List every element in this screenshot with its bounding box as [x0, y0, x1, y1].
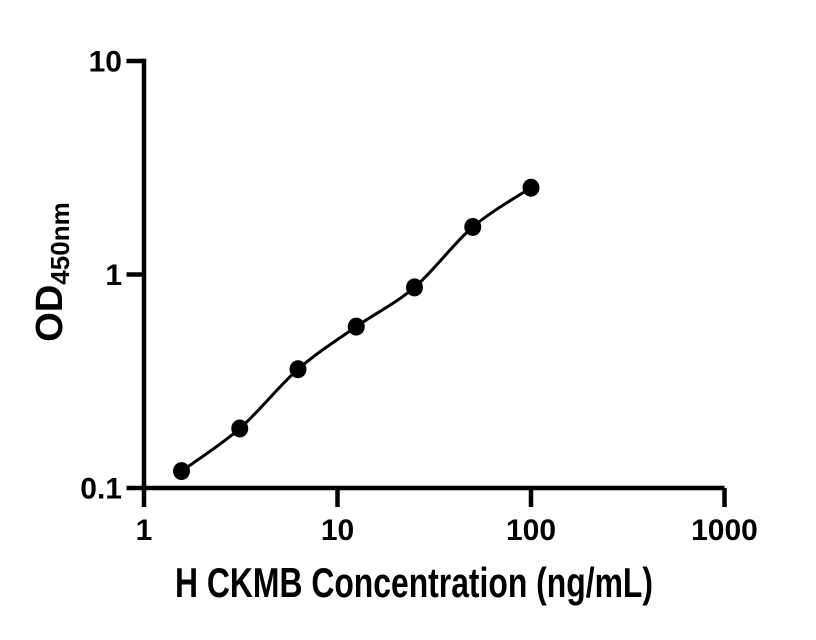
data-point-marker — [289, 360, 307, 379]
ticks-layer — [126, 58, 727, 507]
data-point-marker — [173, 462, 190, 481]
data-point-marker — [231, 419, 249, 438]
y-tick-label: 1 — [105, 259, 122, 292]
axis-spines — [141, 58, 725, 507]
data-point-marker — [522, 178, 540, 197]
y-tick-label: 10 — [89, 46, 122, 79]
x-tick-label: 1 — [136, 514, 153, 547]
y-tick-label: 0.1 — [80, 473, 122, 506]
axes-layer — [141, 58, 725, 507]
y-axis-title: OD450nm — [29, 202, 75, 341]
y-axis-title-subscript: 450nm — [45, 202, 75, 284]
x-tick-label: 10 — [321, 514, 354, 547]
tick-labels-layer: 0.1 1 10 1 10 100 1000 — [80, 46, 758, 548]
x-axis-title: H CKMB Concentration (ng/mL) — [175, 559, 653, 606]
data-series-layer — [173, 178, 540, 481]
x-tick-label: 1000 — [691, 514, 758, 547]
y-axis-title-main: OD — [29, 285, 71, 342]
x-tick-label: 100 — [506, 514, 556, 547]
data-point-marker — [406, 278, 423, 297]
data-point-marker — [464, 217, 482, 236]
data-point-marker — [347, 317, 365, 336]
